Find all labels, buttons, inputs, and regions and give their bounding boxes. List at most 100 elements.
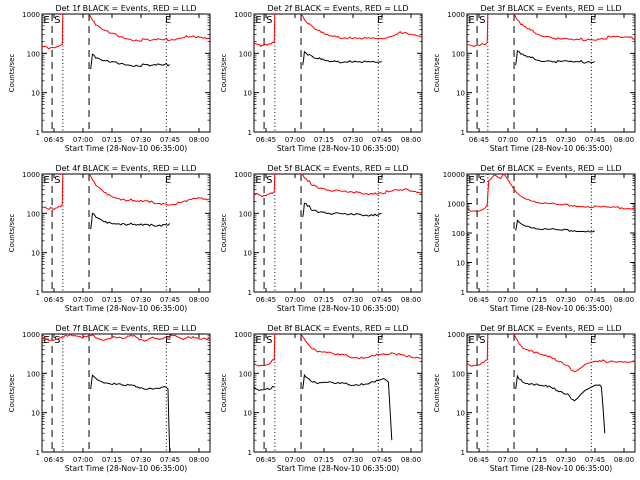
y-axis-label: Counts/sec — [433, 214, 441, 253]
x-tick-label: 08:00 — [401, 296, 421, 304]
y-tick-label: 1 — [248, 449, 252, 457]
y-tick-label: 100 — [239, 370, 252, 378]
y-tick-label: 1 — [36, 289, 40, 297]
event-marker-label: E — [377, 175, 383, 186]
y-tick-label: 10 — [243, 90, 252, 98]
y-tick-label: 1000 — [22, 171, 40, 179]
x-tick-label: 07:45 — [585, 136, 605, 144]
chart-panel: Det 6f BLACK = Events, RED = LLD Start Ti… — [433, 164, 636, 313]
y-tick-label: 10 — [31, 250, 40, 258]
x-tick-label: 07:00 — [498, 136, 518, 144]
x-tick-label: 07:15 — [314, 456, 334, 464]
lld-series-line — [513, 13, 636, 42]
chart-panel: Det 1f BLACK = Events, RED = LLD Start Ti… — [8, 4, 211, 153]
y-tick-label: 10 — [31, 90, 40, 98]
event-marker-label: S — [479, 335, 485, 346]
x-tick-label: 07:30 — [343, 296, 363, 304]
y-tick-label: 1000 — [447, 331, 465, 339]
x-tick-label: 06:45 — [44, 456, 64, 464]
y-tick-label: 10 — [243, 410, 252, 418]
events-series-line — [302, 50, 382, 66]
event-marker-label: E — [255, 15, 261, 26]
chart-panel: Det 3f BLACK = Events, RED = LLD Start Ti… — [433, 4, 636, 153]
x-tick-label: 07:00 — [498, 296, 518, 304]
x-tick-label: 07:30 — [343, 136, 363, 144]
x-tick-label: 07:30 — [131, 456, 151, 464]
y-tick-label: 1000 — [234, 331, 252, 339]
lld-series-line — [253, 173, 276, 198]
x-tick-label: 07:30 — [131, 136, 151, 144]
lld-series-line — [300, 333, 423, 360]
plot-frame — [41, 13, 211, 133]
x-tick-label: 08:00 — [614, 456, 634, 464]
y-tick-label: 100 — [27, 50, 40, 58]
event-marker-label: E — [43, 15, 49, 26]
event-marker-label: E — [165, 175, 171, 186]
x-tick-label: 07:00 — [285, 456, 305, 464]
x-tick-label: 07:30 — [556, 456, 576, 464]
x-tick-label: 06:45 — [469, 136, 489, 144]
x-tick-label: 06:45 — [44, 136, 64, 144]
plot-frame — [466, 333, 636, 453]
y-tick-label: 1 — [36, 449, 40, 457]
plot-frame — [41, 173, 211, 293]
lld-series-line — [300, 13, 423, 40]
x-tick-label: 08:00 — [401, 456, 421, 464]
event-marker-label: E — [468, 175, 474, 186]
events-series-line — [253, 385, 275, 392]
plot-frame — [41, 333, 211, 453]
y-tick-label: 10 — [456, 90, 465, 98]
lld-series-line — [253, 13, 276, 48]
event-marker-label: E — [468, 335, 474, 346]
chart-title: Det 1f BLACK = Events, RED = LLD — [55, 4, 196, 13]
event-marker-label: S — [54, 175, 60, 186]
lld-series-line — [41, 173, 64, 211]
y-tick-label: 1000 — [234, 171, 252, 179]
x-tick-label: 07:30 — [343, 456, 363, 464]
x-tick-label: 08:00 — [189, 136, 209, 144]
events-series-line — [302, 373, 393, 441]
lld-series-line — [466, 333, 489, 367]
y-tick-label: 1000 — [447, 201, 465, 209]
x-tick-label: 06:45 — [44, 296, 64, 304]
events-series-line — [302, 202, 382, 218]
events-series-line — [515, 219, 595, 233]
event-marker-label: S — [266, 15, 272, 26]
plot-frame — [253, 333, 423, 453]
y-axis-label: Counts/sec — [8, 374, 16, 413]
x-tick-label: 07:00 — [73, 296, 93, 304]
x-axis-label: Start Time (28-Nov-10 06:35:00) — [277, 304, 399, 313]
x-tick-label: 06:45 — [256, 296, 276, 304]
event-marker-label: S — [54, 15, 60, 26]
x-tick-label: 07:00 — [285, 136, 305, 144]
y-tick-label: 1000 — [447, 11, 465, 19]
lld-series-line — [88, 173, 211, 206]
event-marker-label: E — [590, 175, 596, 186]
chart-title: Det 6f BLACK = Events, RED = LLD — [480, 164, 621, 173]
y-tick-label: 1 — [461, 129, 465, 137]
event-marker-label: S — [479, 15, 485, 26]
x-tick-label: 07:45 — [372, 456, 392, 464]
x-tick-label: 07:30 — [556, 136, 576, 144]
y-axis-label: Counts/sec — [433, 374, 441, 413]
x-tick-label: 07:15 — [314, 136, 334, 144]
x-tick-label: 06:45 — [469, 456, 489, 464]
x-tick-label: 07:45 — [160, 296, 180, 304]
x-axis-label: Start Time (28-Nov-10 06:35:00) — [277, 144, 399, 153]
event-marker-label: E — [43, 175, 49, 186]
x-tick-label: 07:00 — [285, 296, 305, 304]
x-tick-label: 07:30 — [556, 296, 576, 304]
lld-series-line — [300, 173, 423, 196]
y-tick-label: 10000 — [443, 171, 465, 179]
y-tick-label: 1 — [461, 449, 465, 457]
event-marker-label: E — [165, 15, 171, 26]
x-tick-label: 08:00 — [614, 136, 634, 144]
event-marker-label: E — [255, 335, 261, 346]
chart-title: Det 5f BLACK = Events, RED = LLD — [267, 164, 408, 173]
y-tick-label: 1 — [461, 289, 465, 297]
x-tick-label: 07:15 — [527, 296, 547, 304]
event-marker-label: E — [255, 175, 261, 186]
x-tick-label: 07:45 — [585, 296, 605, 304]
chart-panel: Det 8f BLACK = Events, RED = LLD Start Ti… — [220, 324, 423, 473]
